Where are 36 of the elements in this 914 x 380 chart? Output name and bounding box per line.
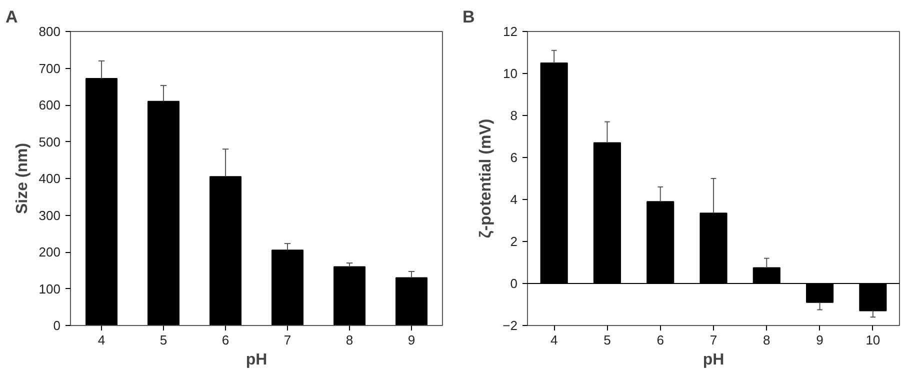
chart-title: B <box>462 8 475 26</box>
y-tick-label: 400 <box>38 171 61 186</box>
x-tick-label: 4 <box>550 332 558 348</box>
y-tick-label: 4 <box>510 192 518 207</box>
y-axis-title: Size (nm) <box>14 142 31 214</box>
chart-title: A <box>6 8 18 26</box>
x-tick-label: 7 <box>284 332 292 348</box>
y-tick-label: 800 <box>38 24 61 39</box>
y-axis-title: ζ-potential (mV) <box>478 118 495 238</box>
x-tick-label: 4 <box>98 332 106 348</box>
x-tick-label: 6 <box>222 332 230 348</box>
y-tick-label: 10 <box>503 66 518 81</box>
x-tick-label: 10 <box>866 332 880 348</box>
x-tick-label: 8 <box>763 332 770 348</box>
y-tick-label: −2 <box>502 318 518 333</box>
x-axis-title: pH <box>702 352 724 368</box>
y-tick-label: 6 <box>510 150 518 165</box>
y-tick-label: 700 <box>38 60 61 76</box>
x-tick-label: 8 <box>346 332 354 348</box>
x-tick-label: 6 <box>656 332 664 348</box>
x-tick-label: 9 <box>816 332 824 348</box>
y-tick-label: 0 <box>53 318 61 333</box>
y-tick-label: 8 <box>510 108 518 123</box>
y-tick-label: 600 <box>38 98 61 112</box>
y-tick-label: 500 <box>38 134 61 150</box>
x-tick-label: 7 <box>710 332 718 348</box>
y-tick-label: 2 <box>510 234 518 249</box>
y-tick-label: 100 <box>38 281 61 296</box>
x-tick-label: 5 <box>160 332 168 348</box>
x-tick-label: 9 <box>408 332 416 348</box>
x-tick-label: 5 <box>604 332 611 348</box>
y-tick-label: 0 <box>510 276 518 291</box>
y-tick-label: 300 <box>38 208 61 223</box>
y-tick-label: 12 <box>503 24 518 39</box>
x-axis-title: pH <box>246 352 268 368</box>
y-tick-label: 200 <box>38 244 61 260</box>
